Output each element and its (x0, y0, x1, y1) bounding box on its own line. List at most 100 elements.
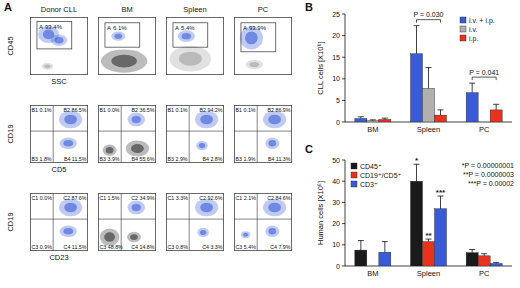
quadrant-name: C4 (131, 244, 138, 250)
error-cap (358, 240, 364, 241)
error-line (416, 26, 417, 54)
quadrant-value: 0.8% (176, 244, 188, 250)
y-axis-label: CLL cells [X10⁶] (316, 41, 325, 94)
quadrant-name: C3 (236, 244, 243, 250)
y-tick-label: 0 (336, 263, 340, 270)
error-bar (469, 83, 475, 93)
event-cloud (241, 231, 250, 238)
event-cloud (128, 113, 145, 127)
event-cloud (51, 34, 67, 46)
plot-frame (30, 17, 87, 74)
event-cloud-core (55, 37, 64, 43)
flow-plot: A6.1% (98, 17, 156, 75)
quadrant-label: B33.9% (100, 156, 120, 162)
error-bar (382, 118, 388, 119)
error-cap (493, 262, 499, 263)
quadrant-name: C4 (202, 244, 209, 250)
event-cloud-core (268, 115, 281, 125)
quadrant-name: C2 (63, 195, 70, 201)
y-tick-label: 20 (332, 220, 340, 227)
event-cloud (265, 137, 279, 149)
event-cloud (197, 228, 209, 237)
quadrant-label: B294.2% (199, 107, 222, 113)
quadrant-value: 2.9% (175, 156, 187, 162)
y-tick (342, 223, 345, 224)
gate-name: A (107, 25, 111, 31)
error-line (360, 241, 361, 251)
legend-swatch (351, 163, 357, 169)
quadrant-value: 94.2% (207, 107, 222, 113)
y-tick-label: 5 (336, 97, 340, 104)
error-bar (414, 26, 420, 54)
error-bar (438, 196, 444, 209)
event-cloud-core (130, 234, 138, 240)
quadrant-name: B1 (236, 107, 243, 113)
quadrant-value: 3.3% (176, 195, 188, 201)
quadrant-value: 7.9% (278, 244, 290, 250)
quadrant-label: C13.3% (168, 195, 189, 201)
y-tick-label: 40 (332, 178, 340, 185)
bar (478, 256, 490, 266)
bar (466, 93, 478, 122)
quadrant-name: C3 (32, 244, 39, 250)
y-tick (342, 57, 345, 58)
quadrant-line (166, 131, 224, 132)
gate-value: 93.9% (249, 25, 267, 31)
quadrant-value: 2.1% (244, 195, 256, 201)
y-tick (342, 266, 345, 267)
event-cloud-core (243, 233, 248, 237)
y-axis-label: Human cells [X10⁶] (316, 181, 325, 245)
event-cloud (103, 144, 117, 156)
quadrant-line (30, 131, 88, 132)
bar (490, 110, 502, 122)
quadrant-name: C4 (270, 244, 277, 250)
plot-frame (30, 193, 87, 250)
plot-frame (166, 193, 223, 250)
quadrant-line (98, 219, 156, 220)
event-cloud (60, 225, 77, 237)
quadrant-value: 92.6% (207, 195, 222, 201)
category-label: PC (479, 125, 490, 134)
y-tick (342, 35, 345, 36)
bar (435, 115, 447, 122)
gate-name: A (39, 24, 43, 30)
y-tick (342, 100, 345, 101)
error-cap (481, 253, 487, 254)
background (0, 0, 520, 288)
gate (37, 22, 72, 49)
gate-name: A (243, 25, 247, 31)
significance-star: *** (436, 188, 446, 197)
axis-label: CD23 (49, 253, 68, 262)
category-label: Spleen (417, 269, 440, 278)
quadrant-name: C2 (199, 195, 206, 201)
quadrant-label: C12.1% (236, 195, 257, 201)
y-tick-label: 10 (332, 75, 340, 82)
quadrant-name: B4 (64, 156, 71, 162)
error-cap (438, 109, 444, 110)
quadrant-name: C2 (131, 195, 138, 201)
bar (379, 252, 391, 266)
quadrant-value: 84.6% (275, 195, 290, 201)
panel-label: A (4, 1, 12, 13)
category-label: BM (367, 125, 378, 134)
flow-plot: C10.0%C287.6%C30.9%C411.5% (30, 193, 88, 251)
quadrant-value: 11.5% (72, 156, 87, 162)
flow-plot: A5.4% (166, 17, 224, 75)
y-tick (342, 202, 345, 203)
y-tick-label: 15 (332, 54, 340, 61)
event-cloud-core (63, 140, 73, 146)
event-cloud-core (63, 228, 73, 234)
quadrant-name: B2 (199, 107, 206, 113)
quadrant-value: 36.5% (139, 107, 154, 113)
y-tick-label: 25 (332, 11, 340, 18)
y-axis (345, 160, 346, 266)
quadrant-label: B411.3% (268, 156, 291, 162)
quadrant-value: 48.8% (108, 244, 123, 250)
plot-background (30, 193, 88, 251)
event-cloud (127, 232, 141, 242)
quadrant-label: B10.0% (100, 107, 120, 113)
error-line (384, 242, 385, 253)
event-cloud (196, 141, 208, 150)
error-bar (358, 241, 364, 251)
error-cap (382, 118, 388, 119)
